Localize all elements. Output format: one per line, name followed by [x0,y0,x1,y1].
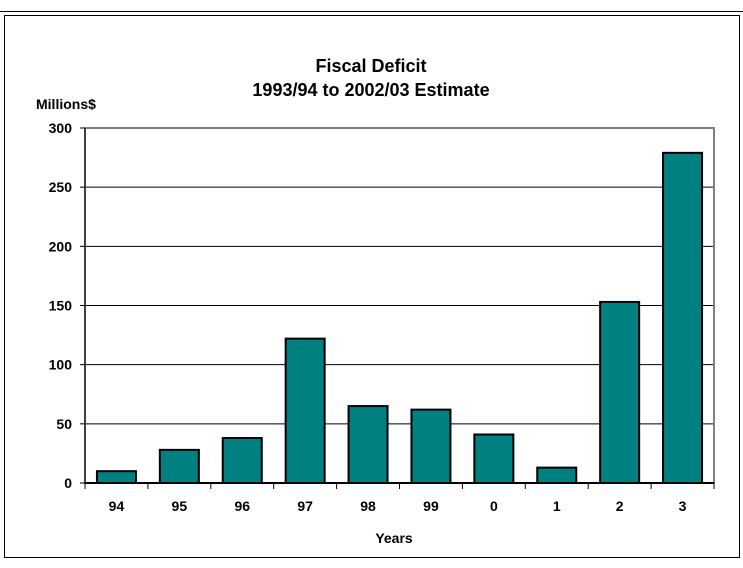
bar-2 [599,300,641,485]
x-tick-label: 3 [679,498,687,514]
bar-3 [662,151,704,484]
y-tick-label: 100 [49,357,73,373]
x-tick-label: 2 [616,498,624,514]
bar-97 [284,337,326,484]
y-tick-label: 250 [49,179,73,195]
bar-1 [536,466,578,485]
chart-title: Fiscal Deficit [315,56,426,76]
x-tick-label: 99 [423,498,439,514]
bar-95 [158,448,200,485]
bar-0 [473,433,515,485]
bar-94 [95,470,137,484]
x-tick-label: 1 [553,498,561,514]
y-tick-label: 0 [64,475,72,491]
y-tick-label: 300 [49,120,73,136]
y-tick-label: 150 [49,298,73,314]
x-tick-label: 94 [109,498,125,514]
y-axis-label: Millions$ [36,96,96,112]
x-tick-label: 96 [234,498,250,514]
y-tick-label: 50 [56,416,72,432]
y-tick-labels: 0 50 100 150 200 250 300 [49,120,85,491]
x-tick-label: 97 [297,498,313,514]
bar-98 [347,405,389,485]
x-tick-labels: 94 95 96 97 98 99 0 1 2 3 [109,498,687,514]
bars [95,151,704,485]
x-tick-label: 98 [360,498,376,514]
bar-99 [410,408,452,484]
x-tick-label: 95 [172,498,188,514]
y-tick-label: 200 [49,238,73,254]
chart-subtitle: 1993/94 to 2002/03 Estimate [252,80,489,100]
bar-96 [221,437,263,484]
x-tick-label: 0 [490,498,498,514]
x-axis-label: Years [375,530,413,546]
chart-border [4,15,740,558]
